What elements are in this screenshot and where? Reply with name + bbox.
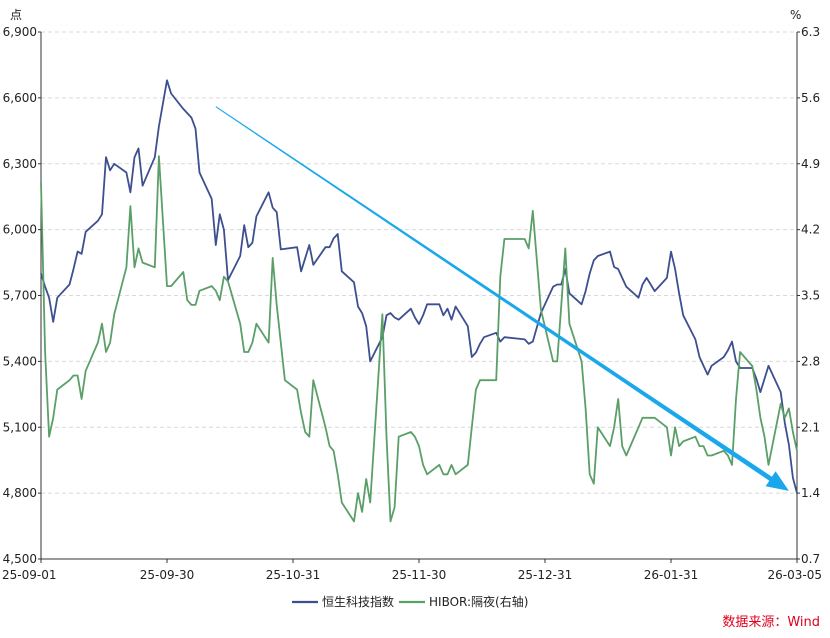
series-lines — [40, 79, 798, 523]
gridlines — [41, 31, 797, 494]
right-tick-label: 6.3 — [801, 25, 820, 39]
right-tick-label: 2.1 — [801, 420, 820, 434]
left-axis-unit: 点 — [10, 8, 22, 22]
trend-arrow — [215, 106, 789, 491]
x-tick-label: 25-09-01 — [2, 568, 56, 582]
x-tick-label: 26-01-31 — [644, 568, 698, 582]
x-tick-label: 26-03-05 — [768, 568, 822, 582]
right-tick-label: 4.2 — [801, 223, 820, 237]
left-tick-label: 5,700 — [3, 289, 37, 303]
series-line-hibor — [40, 155, 798, 523]
right-axis-tick-labels: 0.7 1.4 2.1 2.8 3.5 4.2 4.9 5.6 6.3 — [797, 25, 820, 566]
left-tick-label: 6,000 — [3, 223, 37, 237]
x-tick-label: 25-09-30 — [140, 568, 194, 582]
right-tick-label: 1.4 — [801, 486, 820, 500]
x-axis-tick-labels: 25-09-01 25-09-30 25-10-31 25-11-30 25-12-31… — [2, 559, 822, 582]
x-tick-label: 25-10-31 — [266, 568, 320, 582]
right-axis-unit: % — [790, 8, 801, 22]
axes — [40, 32, 798, 560]
legend: 恒生科技指数 HIBOR:隔夜(右轴) — [292, 594, 528, 609]
left-tick-label: 4,500 — [3, 552, 37, 566]
trend-arrow-shape — [215, 106, 789, 491]
right-tick-label: 3.5 — [801, 289, 820, 303]
legend-label-hstech: 恒生科技指数 — [322, 594, 394, 609]
data-source: 数据来源：Wind — [722, 615, 820, 630]
left-tick-label: 6,300 — [3, 157, 37, 171]
right-tick-label: 0.7 — [801, 552, 820, 566]
left-tick-label: 5,100 — [3, 420, 37, 434]
left-tick-label: 6,600 — [3, 91, 37, 105]
right-tick-label: 4.9 — [801, 157, 820, 171]
left-axis-tick-labels: 4,500 4,800 5,100 5,400 5,700 6,000 6,300 6,600… — [3, 25, 41, 566]
x-tick-label: 25-11-30 — [392, 568, 446, 582]
left-tick-label: 6,900 — [3, 25, 37, 39]
left-tick-label: 4,800 — [3, 486, 37, 500]
legend-label-hibor: HIBOR:隔夜(右轴) — [429, 594, 528, 609]
right-tick-label: 2.8 — [801, 354, 820, 368]
x-tick-label: 25-12-31 — [518, 568, 572, 582]
right-tick-label: 5.6 — [801, 91, 820, 105]
series-line-hstech — [40, 79, 798, 494]
left-tick-label: 5,400 — [3, 354, 37, 368]
